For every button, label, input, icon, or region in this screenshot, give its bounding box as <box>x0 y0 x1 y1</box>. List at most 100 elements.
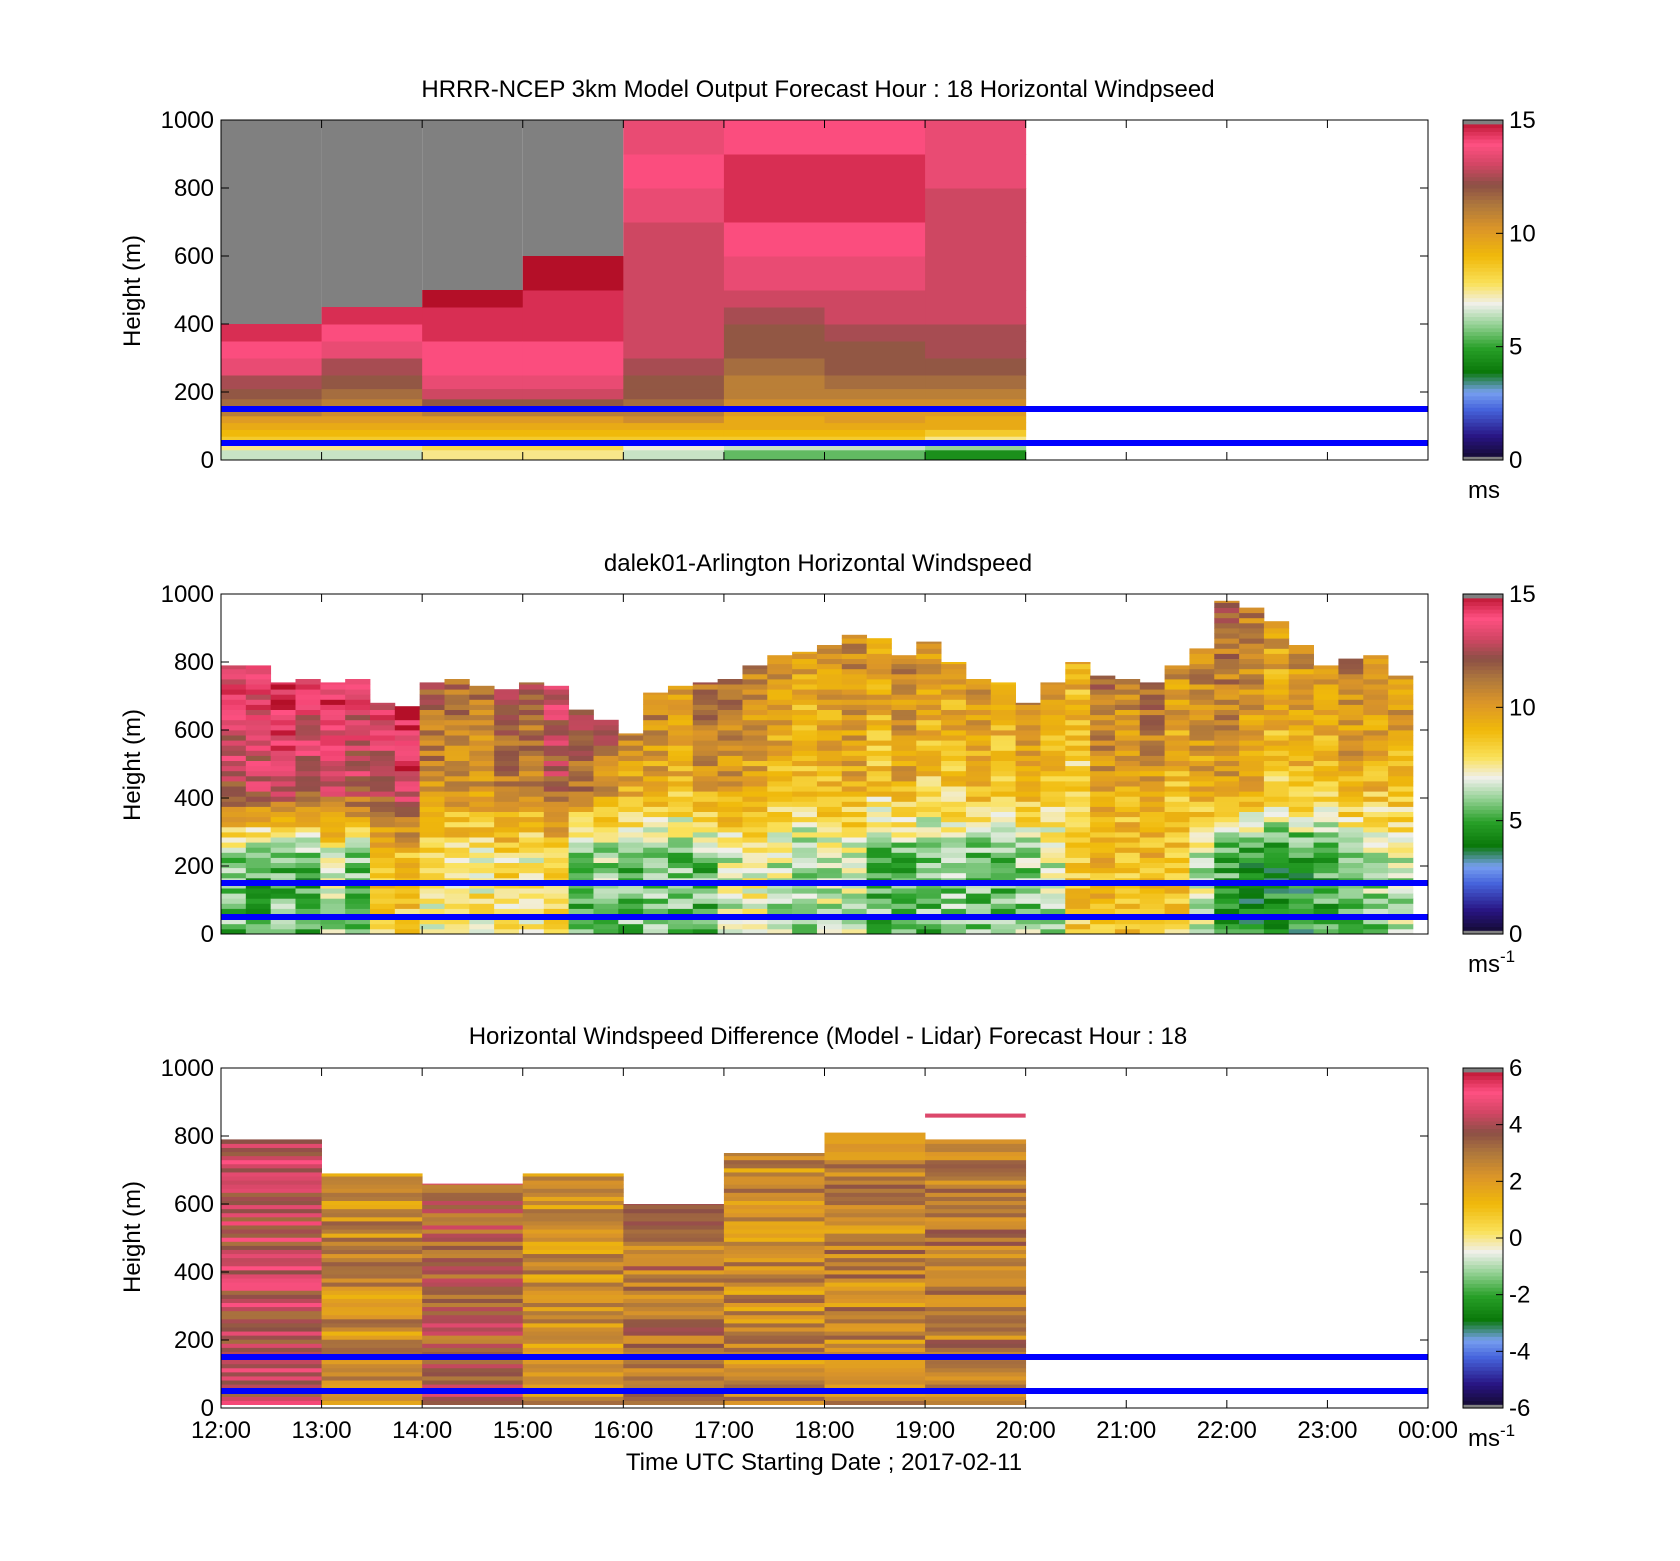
heatmap-cell <box>221 1257 322 1263</box>
heatmap-cell <box>1090 724 1116 731</box>
heatmap-cell <box>1263 816 1290 823</box>
heatmap-cell <box>841 770 868 777</box>
heatmap-cell <box>990 862 1017 869</box>
heatmap-cell <box>1363 826 1389 833</box>
colorbar-swatch <box>1463 429 1503 435</box>
heatmap-cell <box>1040 689 1066 695</box>
y-tick-label: 400 <box>174 1259 214 1286</box>
heatmap-cell <box>345 918 371 925</box>
heatmap-cell <box>1090 679 1116 685</box>
colorbar-swatch <box>1463 252 1503 257</box>
colorbar-swatch <box>1463 188 1503 193</box>
heatmap-cell <box>1239 648 1265 654</box>
heatmap-cell <box>965 750 992 756</box>
heatmap-cell <box>295 832 321 838</box>
heatmap-cell <box>1263 903 1290 909</box>
x-axis: 12:00 13:00 14:00 15:00 16:00 17:00 18:00 19:00… <box>191 1068 1458 1444</box>
heatmap-cell <box>221 1225 322 1230</box>
heatmap-cell <box>1090 806 1116 812</box>
heatmap-cell <box>941 852 967 858</box>
heatmap-cell <box>1189 658 1215 665</box>
heatmap-cell <box>1139 837 1165 843</box>
heatmap-cell <box>916 816 942 823</box>
heatmap-cell <box>767 714 793 721</box>
colorbar-swatch <box>1463 669 1503 674</box>
heatmap-cell <box>841 704 868 710</box>
heatmap-cell <box>1065 760 1091 767</box>
heatmap-cell <box>841 791 868 797</box>
heatmap-cell <box>723 1335 825 1340</box>
x-tick-label: 22:00 <box>1197 1417 1257 1444</box>
heatmap-cell <box>321 1323 423 1328</box>
heatmap-cell <box>568 709 594 716</box>
colorbar-swatch <box>1463 654 1503 659</box>
heatmap-cell <box>295 862 321 869</box>
heatmap-cell <box>824 222 926 257</box>
heatmap-cell <box>990 704 1017 710</box>
heatmap-cell <box>866 679 892 685</box>
heatmap-cell <box>1388 867 1414 874</box>
colorbar-swatch <box>1463 312 1503 318</box>
heatmap-cell <box>891 832 917 838</box>
colorbar-swatch <box>1463 907 1503 912</box>
heatmap-cell <box>925 1347 1027 1352</box>
heatmap-cell <box>1239 689 1265 695</box>
heatmap-cell <box>568 770 594 777</box>
heatmap-cell <box>522 1339 624 1344</box>
heatmap-cell <box>369 826 396 833</box>
heatmap-cell <box>723 1172 825 1177</box>
heatmap-cell <box>824 1204 926 1210</box>
heatmap-cell <box>221 1380 322 1385</box>
heatmap-cell <box>1263 781 1290 787</box>
heatmap-cell <box>221 1359 322 1365</box>
heatmap-cell <box>1263 806 1290 812</box>
heatmap-cell <box>1338 923 1364 930</box>
heatmap-cell <box>1090 719 1116 726</box>
heatmap-cell <box>369 816 396 823</box>
heatmap-cell <box>494 750 520 756</box>
heatmap-cell <box>221 443 323 451</box>
heatmap-cell <box>518 724 545 731</box>
x-tick-label: 13:00 <box>292 1417 352 1444</box>
heatmap-cell <box>1164 679 1190 685</box>
heatmap-cell <box>1313 862 1339 869</box>
heatmap-cell <box>623 1376 725 1381</box>
heatmap-cell <box>1164 862 1190 869</box>
heatmap-cell <box>444 730 470 736</box>
heatmap-cell <box>618 745 644 751</box>
heatmap-cell <box>345 867 371 874</box>
heatmap-cell <box>444 832 470 838</box>
x-tick-label: 19:00 <box>895 1417 955 1444</box>
heatmap-cell <box>419 684 445 690</box>
heatmap-cell <box>1189 923 1215 930</box>
heatmap-cell <box>916 791 942 797</box>
heatmap-cell <box>221 1339 322 1344</box>
heatmap-cell <box>916 689 942 695</box>
heatmap-cell <box>1090 888 1116 894</box>
heatmap-cell <box>816 801 843 807</box>
heatmap-cell <box>369 852 396 858</box>
heatmap-cell <box>494 898 520 904</box>
heatmap-cell <box>522 1318 624 1324</box>
heatmap-cell <box>270 684 296 690</box>
heatmap-cell <box>891 811 917 818</box>
heatmap-cell <box>866 842 892 848</box>
colorbar-swatch <box>1463 1245 1503 1250</box>
heatmap-cell <box>419 699 445 705</box>
heatmap-cell <box>543 821 570 828</box>
colorbar-swatch <box>1463 365 1503 370</box>
heatmap-cell <box>824 1282 926 1287</box>
heatmap-cell <box>1363 750 1389 756</box>
heatmap-cell <box>767 684 793 690</box>
heatmap-cell <box>618 908 644 914</box>
heatmap-cell <box>221 1286 322 1291</box>
x-tick-label: 00:00 <box>1398 1417 1458 1444</box>
heatmap-cell <box>692 786 719 792</box>
heatmap-cell <box>1040 684 1066 690</box>
colorbar-swatch <box>1463 361 1503 367</box>
heatmap-cell <box>1313 837 1339 843</box>
heatmap-cell <box>990 821 1017 828</box>
colorbar-swatch <box>1463 127 1503 132</box>
colorbar-swatch <box>1463 237 1503 242</box>
heatmap-cell <box>422 307 524 325</box>
